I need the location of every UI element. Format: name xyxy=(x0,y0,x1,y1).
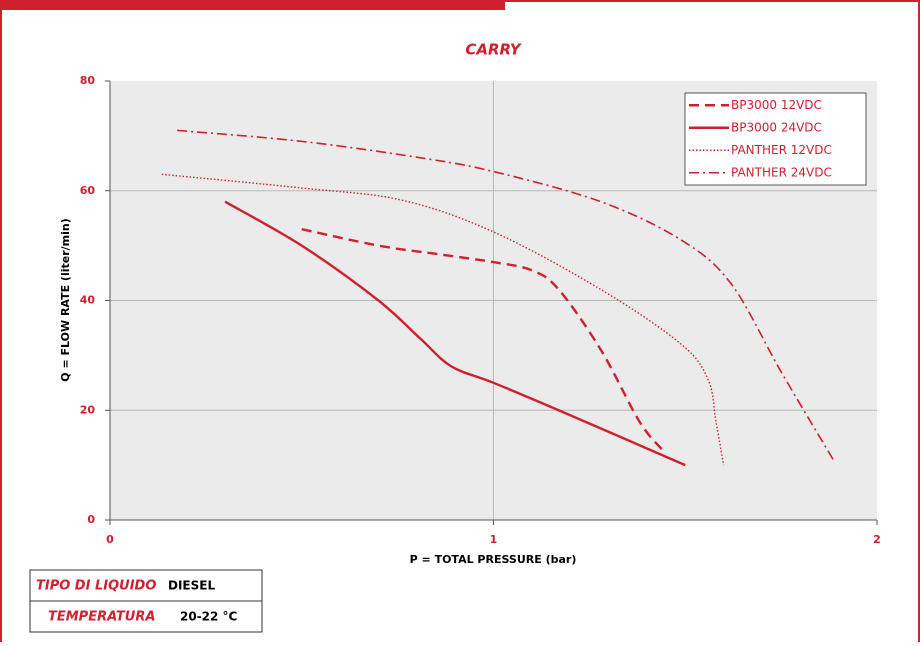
x-tick-label: 1 xyxy=(490,533,498,546)
legend-label: BP3000 12VDC xyxy=(731,98,822,112)
series-line xyxy=(224,200,686,467)
x-axis-label: P = TOTAL PRESSURE (bar) xyxy=(410,553,577,566)
y-tick-label: 0 xyxy=(87,513,95,526)
series-line xyxy=(177,129,836,463)
legend-box xyxy=(684,92,867,186)
legend-label: PANTHER 24VDC xyxy=(731,165,832,179)
table-key: TEMPERATURA xyxy=(48,610,155,625)
y-tick-label: 40 xyxy=(80,294,96,307)
y-axis-label: Q = FLOW RATE (liter/min) xyxy=(59,218,72,381)
table-value: 20-22 °C xyxy=(180,610,238,624)
y-tick-label: 20 xyxy=(80,403,96,416)
x-tick-label: 2 xyxy=(873,533,881,546)
x-tick-label: 0 xyxy=(106,533,114,546)
table-value: DIESEL xyxy=(168,579,215,593)
legend-label: PANTHER 12VDC xyxy=(731,143,832,157)
info-table: TIPO DI LIQUIDO DIESEL TEMPERATURA 20-22… xyxy=(29,569,263,633)
y-tick-label: 60 xyxy=(80,184,96,197)
header-bar xyxy=(0,0,505,10)
table-key: TIPO DI LIQUIDO xyxy=(36,579,156,594)
y-tick-label: 80 xyxy=(80,74,96,87)
chart-title: CARRY xyxy=(465,41,522,59)
series-line xyxy=(161,173,725,466)
legend-label: BP3000 24VDC xyxy=(731,120,822,134)
series-line xyxy=(301,227,664,451)
